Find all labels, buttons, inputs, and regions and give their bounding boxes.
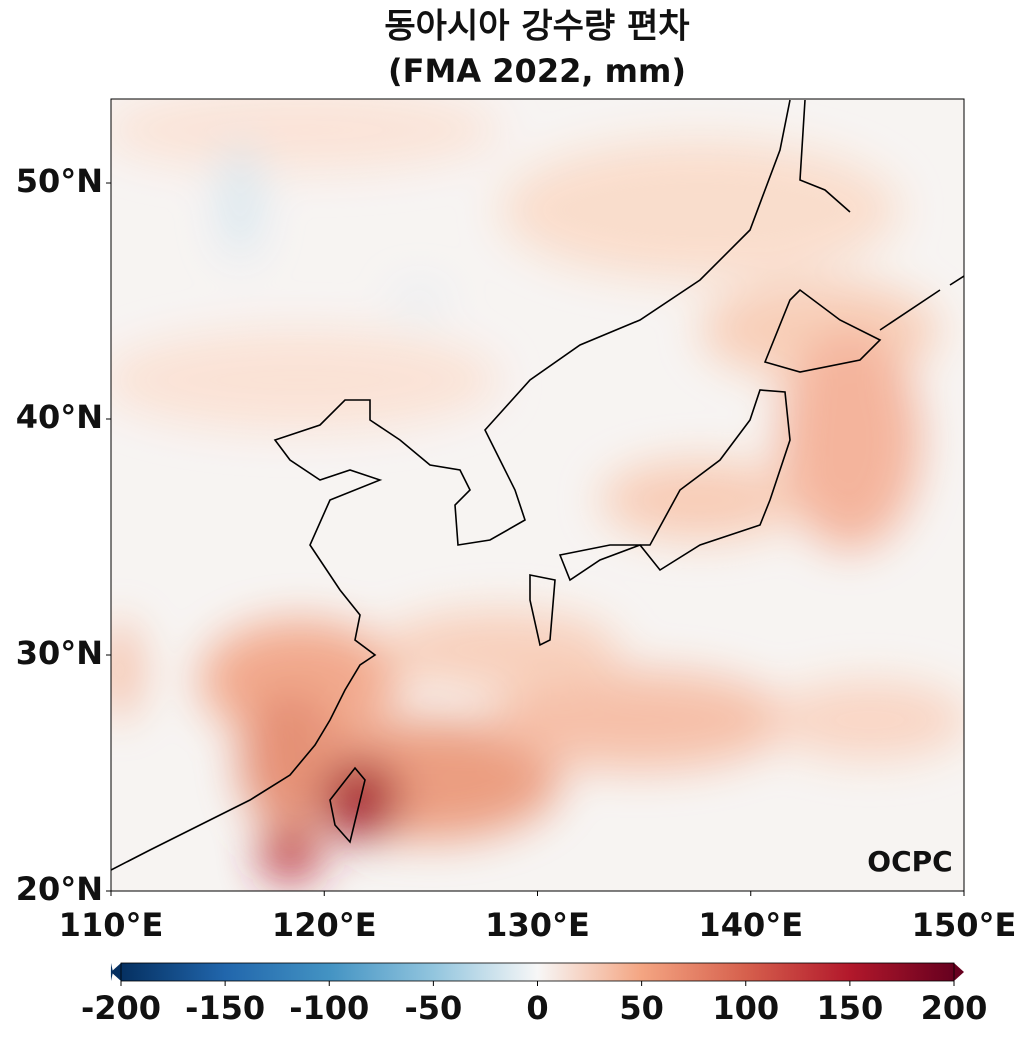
colorbar (121, 963, 954, 981)
x-tick-label: 150°E (912, 906, 1017, 944)
anomaly-field (100, 90, 970, 891)
colorbar-tick-label: -50 (404, 989, 462, 1027)
x-tick-label: 120°E (272, 906, 377, 944)
x-tick-label: 130°E (485, 906, 590, 944)
x-tick-label: 110°E (59, 906, 164, 944)
colorbar-tick-label: -100 (289, 989, 369, 1027)
y-tick-label: 40°N (16, 398, 103, 436)
colorbar-tick-label: 100 (712, 989, 779, 1027)
colorbar-arrow-low (111, 963, 121, 981)
colorbar-tick-label: -200 (81, 989, 161, 1027)
logo: OCPC (867, 845, 952, 878)
y-tick-label: 50°N (16, 162, 103, 200)
title: 동아시아 강수량 편차 (384, 7, 689, 47)
colorbar-arrow-high (954, 963, 964, 981)
colorbar-tick-label: -150 (185, 989, 265, 1027)
y-tick-label: 20°N (16, 870, 103, 908)
x-tick-label: 140°E (698, 906, 803, 944)
colorbar-tick-label: 200 (921, 989, 988, 1027)
colorbar-tick-label: 150 (816, 989, 883, 1027)
colorbar-tick-label: 0 (526, 989, 548, 1027)
subtitle: (FMA 2022, mm) (388, 52, 686, 90)
y-tick-label: 30°N (16, 634, 103, 672)
colorbar-tick-label: 50 (619, 989, 664, 1027)
